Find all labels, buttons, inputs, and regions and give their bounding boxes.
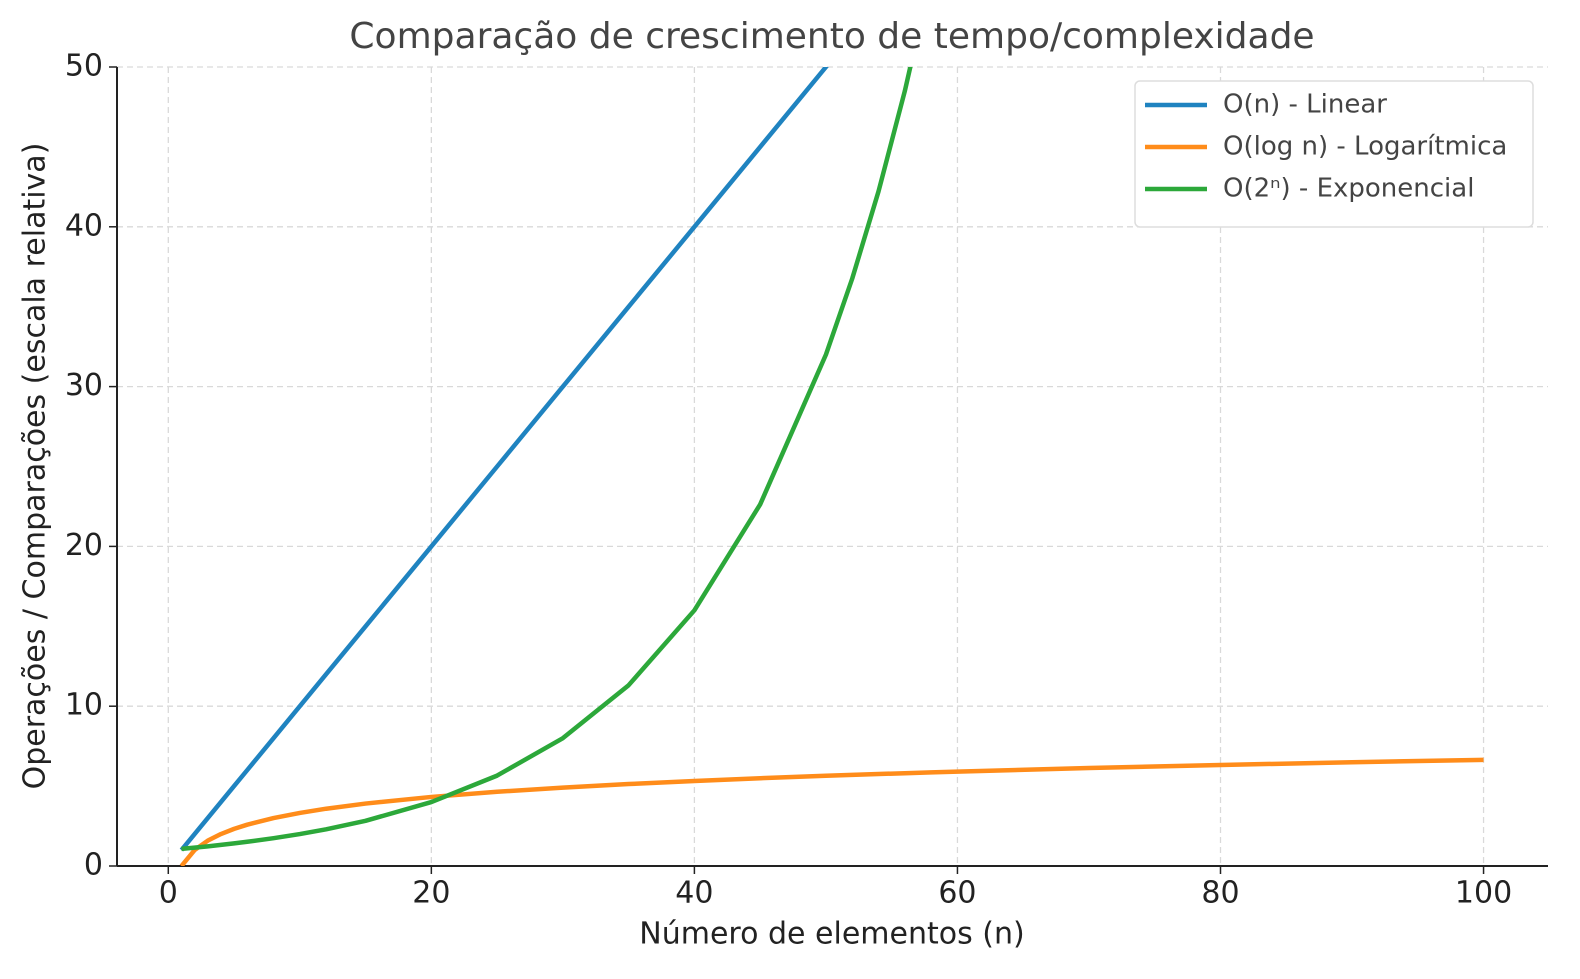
legend-label: O(2ⁿ) - Exponencial: [1223, 174, 1474, 204]
legend-label: O(n) - Linear: [1223, 90, 1387, 120]
series-line: [181, 67, 913, 852]
series-line: [179, 757, 1484, 866]
x-tick-label: 20: [412, 876, 450, 911]
x-tick-label: 100: [1455, 876, 1512, 911]
x-tick-label: 60: [938, 876, 976, 911]
legend-label: O(log n) - Logarítmica: [1223, 132, 1507, 162]
chart-title: Comparação de crescimento de tempo/compl…: [349, 16, 1314, 57]
y-tick-label: 10: [65, 688, 103, 723]
x-tick-label: 0: [159, 876, 178, 911]
x-tick-label: 40: [675, 876, 713, 911]
y-axis-label: Operações / Comparações (escala relativa…: [18, 143, 53, 790]
legend-box: [1134, 80, 1534, 228]
y-tick-label: 50: [65, 49, 103, 84]
plot-area: [179, 67, 1484, 866]
x-axis-label: Número de elementos (n): [639, 917, 1024, 952]
series-line: [179, 67, 829, 852]
y-tick-label: 40: [65, 208, 103, 243]
y-tick-label: 20: [65, 528, 103, 563]
y-tick-label: 0: [84, 848, 103, 883]
y-tick-label: 30: [65, 368, 103, 403]
x-tick-label: 80: [1201, 876, 1239, 911]
